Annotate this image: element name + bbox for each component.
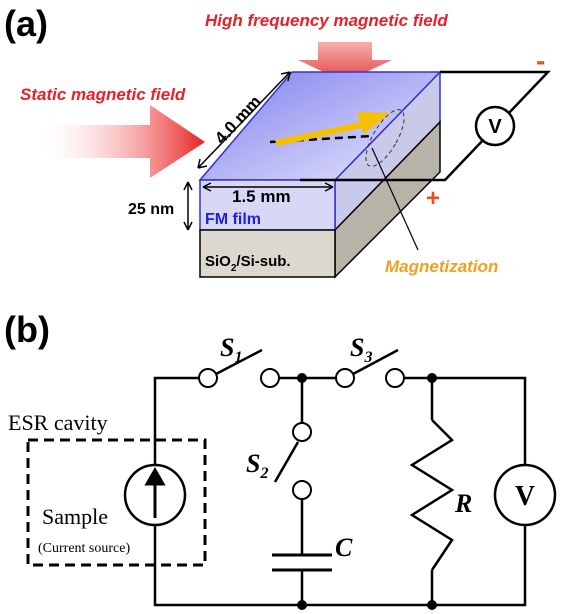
switch-2 — [275, 442, 298, 482]
resistor — [412, 420, 452, 570]
switch-label: S3 — [350, 333, 372, 366]
film-label: FM film — [205, 211, 261, 228]
thickness-label: 25 nm — [128, 201, 174, 218]
capacitor — [272, 555, 332, 570]
cavity-label: ESR cavity — [8, 410, 108, 435]
switch-sub: 1 — [234, 349, 242, 366]
panel-label: (a) — [4, 3, 48, 44]
switch-name: S — [246, 449, 260, 478]
switch-sub: 3 — [363, 349, 372, 366]
substrate-rest: /Si-sub. — [236, 253, 290, 270]
substrate-main: SiO — [205, 253, 231, 270]
hf-label: High frequency magnetic field — [205, 11, 448, 30]
width-label: 1.5 mm — [232, 187, 291, 206]
capacitor-label: C — [335, 533, 353, 562]
contact — [293, 481, 311, 499]
node — [427, 600, 437, 610]
thickness-arrow — [184, 182, 192, 230]
voltmeter-label: V — [515, 481, 535, 512]
switch-sub: 2 — [259, 465, 268, 482]
node — [427, 373, 437, 383]
node — [297, 373, 307, 383]
switch-label: S1 — [220, 333, 242, 366]
static-arrow — [45, 105, 205, 178]
source-label: (Current source) — [38, 541, 130, 556]
switch-name: S — [350, 333, 364, 362]
figure: (a) High frequency magnetic field Static… — [0, 0, 569, 614]
contact — [261, 369, 279, 387]
panel-b: (b) V ESR cavity Sample (Current source)… — [4, 309, 555, 610]
minus-label: - — [536, 45, 545, 76]
switch-label: S2 — [246, 449, 268, 482]
node — [297, 600, 307, 610]
panel-a: (a) High frequency magnetic field Static… — [4, 3, 548, 277]
contact — [293, 423, 311, 441]
resistor-label: R — [454, 489, 472, 518]
sample-label: Sample — [42, 504, 108, 529]
plus-label: + — [426, 185, 440, 212]
contact — [199, 369, 217, 387]
contact — [336, 369, 354, 387]
switch-name: S — [220, 333, 234, 362]
voltmeter-label: V — [488, 116, 502, 138]
contact — [386, 369, 404, 387]
magnetization-label: Magnetization — [385, 257, 498, 276]
static-label: Static magnetic field — [20, 85, 186, 104]
panel-label: (b) — [4, 309, 50, 350]
